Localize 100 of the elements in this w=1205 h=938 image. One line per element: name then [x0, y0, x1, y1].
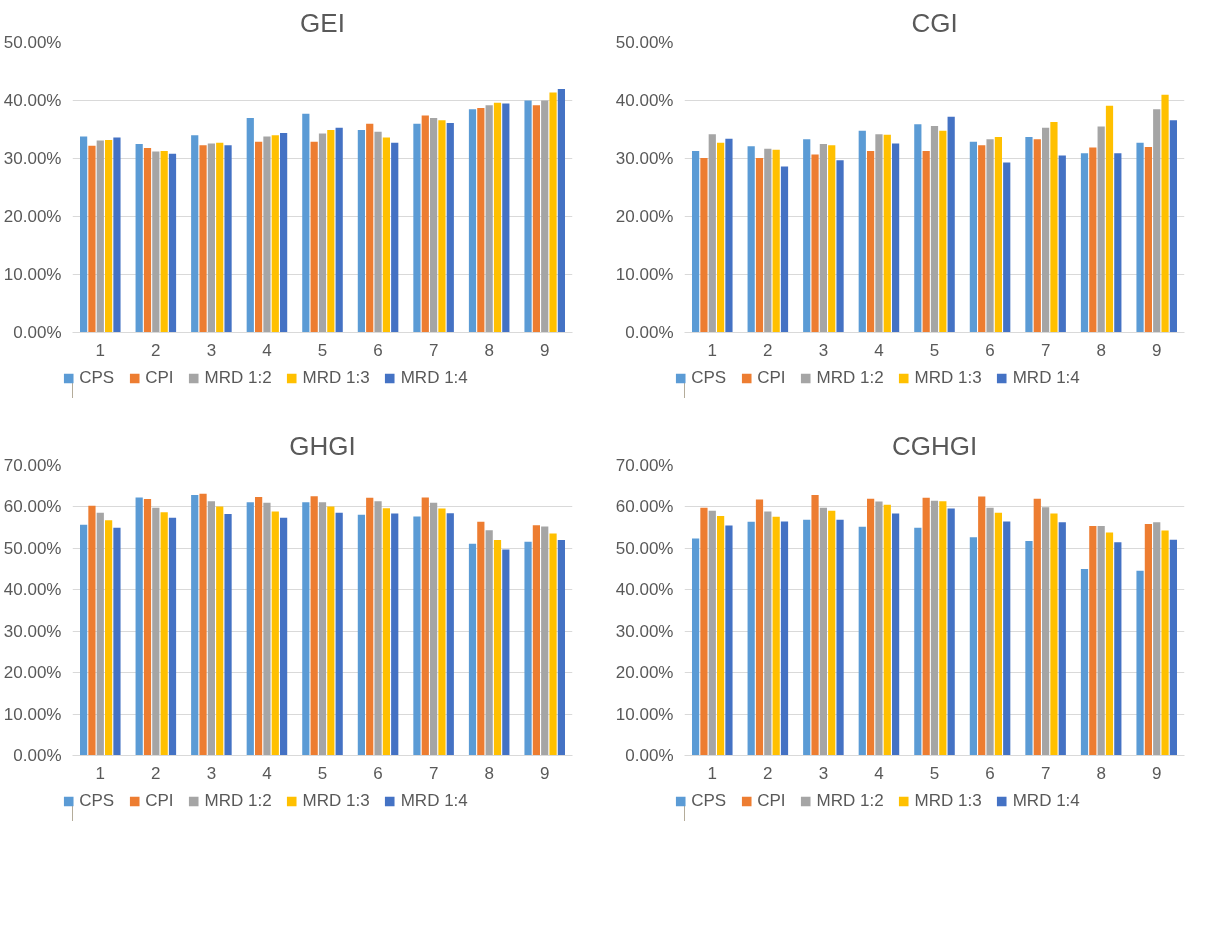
- y-tick-label: 20.00%: [3, 663, 62, 683]
- bar: [875, 501, 883, 756]
- bar: [692, 150, 700, 333]
- bar: [1080, 569, 1089, 756]
- x-tick-label: 8: [1096, 340, 1106, 360]
- x-tick-label: 8: [484, 340, 494, 360]
- bar: [485, 105, 493, 333]
- bar: [764, 148, 772, 333]
- bar: [892, 143, 900, 333]
- bar: [366, 497, 374, 756]
- bar: [1169, 539, 1177, 756]
- bar: [692, 538, 700, 756]
- bar: [1097, 126, 1105, 333]
- bar: [113, 137, 121, 333]
- bar: [914, 124, 922, 333]
- bar: [755, 499, 764, 756]
- y-tick-label: 50.00%: [615, 538, 674, 558]
- y-tick-label: 50.00%: [3, 33, 62, 52]
- bar: [1153, 522, 1161, 756]
- y-tick-label: 30.00%: [615, 149, 674, 168]
- bar: [969, 141, 977, 333]
- bar: [978, 496, 986, 756]
- x-tick-label: 1: [707, 763, 718, 783]
- bar: [302, 502, 310, 756]
- y-tick-label: 20.00%: [615, 207, 674, 226]
- bar: [160, 150, 168, 333]
- bar: [96, 512, 104, 756]
- bar: [1042, 507, 1050, 756]
- bar: [939, 130, 947, 333]
- bar: [413, 516, 421, 756]
- bar: [105, 520, 113, 756]
- bar: [780, 521, 789, 756]
- bar: [96, 140, 104, 333]
- bar: [1144, 523, 1152, 756]
- y-tick-label: 30.00%: [3, 621, 62, 641]
- bar: [532, 525, 540, 756]
- legend-label: MRD 1:3: [914, 791, 982, 811]
- y-tick-label: 10.00%: [615, 265, 674, 284]
- x-tick-label: 2: [151, 340, 161, 360]
- x-tick-label: 1: [95, 340, 106, 360]
- x-tick-label: 5: [929, 763, 940, 783]
- bar: [700, 507, 708, 756]
- bar: [1136, 570, 1144, 756]
- bar: [986, 139, 994, 333]
- bar: [867, 150, 875, 333]
- bar: [310, 141, 318, 333]
- bar: [477, 521, 485, 756]
- bar: [224, 513, 232, 756]
- chart-title: GEI: [300, 7, 345, 38]
- legend-label: MRD 1:3: [302, 791, 370, 811]
- bar: [391, 142, 399, 333]
- bar: [382, 137, 390, 333]
- y-tick-label: 20.00%: [615, 663, 674, 683]
- bar: [327, 130, 335, 333]
- bar: [105, 139, 113, 333]
- y-tick-label: 0.00%: [625, 323, 674, 342]
- bar: [280, 132, 288, 333]
- bar: [191, 135, 199, 333]
- legend-label: CPS: [79, 368, 115, 388]
- x-tick-label: 8: [484, 763, 494, 783]
- bar: [700, 157, 708, 333]
- bar: [922, 497, 930, 756]
- bar: [80, 136, 88, 333]
- bar: [1089, 147, 1097, 333]
- bar: [836, 519, 844, 756]
- x-tick-label: 6: [373, 763, 383, 783]
- y-tick-label: 0.00%: [13, 746, 62, 765]
- bar: [883, 504, 891, 756]
- legend-label: CPS: [691, 368, 727, 388]
- y-tick-label: 0.00%: [13, 323, 62, 342]
- bar: [1058, 155, 1066, 333]
- x-tick-label: 4: [262, 763, 272, 783]
- bar: [446, 123, 454, 333]
- bar: [302, 113, 310, 333]
- bar: [811, 494, 819, 756]
- legend-label: CPI: [145, 791, 174, 811]
- bar: [836, 160, 844, 333]
- x-tick-label: 3: [206, 340, 217, 360]
- bar: [1025, 540, 1033, 756]
- x-tick-label: 9: [539, 763, 550, 783]
- y-tick-label: 40.00%: [3, 580, 62, 600]
- bar: [152, 507, 160, 756]
- bar: [468, 109, 477, 333]
- bar: [160, 512, 168, 756]
- x-tick-label: 2: [763, 763, 773, 783]
- y-tick-label: 10.00%: [3, 265, 62, 284]
- legend-label: MRD 1:4: [400, 368, 468, 388]
- bar: [986, 507, 994, 756]
- y-tick-label: 0.00%: [625, 746, 674, 765]
- legend-label: MRD 1:3: [302, 368, 370, 388]
- bar: [430, 502, 438, 756]
- x-tick-label: 7: [428, 340, 439, 360]
- bar: [532, 105, 540, 333]
- bar: [310, 496, 318, 756]
- bar: [755, 157, 764, 333]
- y-tick-label: 50.00%: [615, 33, 674, 52]
- bar: [391, 513, 399, 756]
- legend-label: CPI: [757, 368, 786, 388]
- y-tick-label: 60.00%: [615, 497, 674, 517]
- bar: [747, 521, 755, 756]
